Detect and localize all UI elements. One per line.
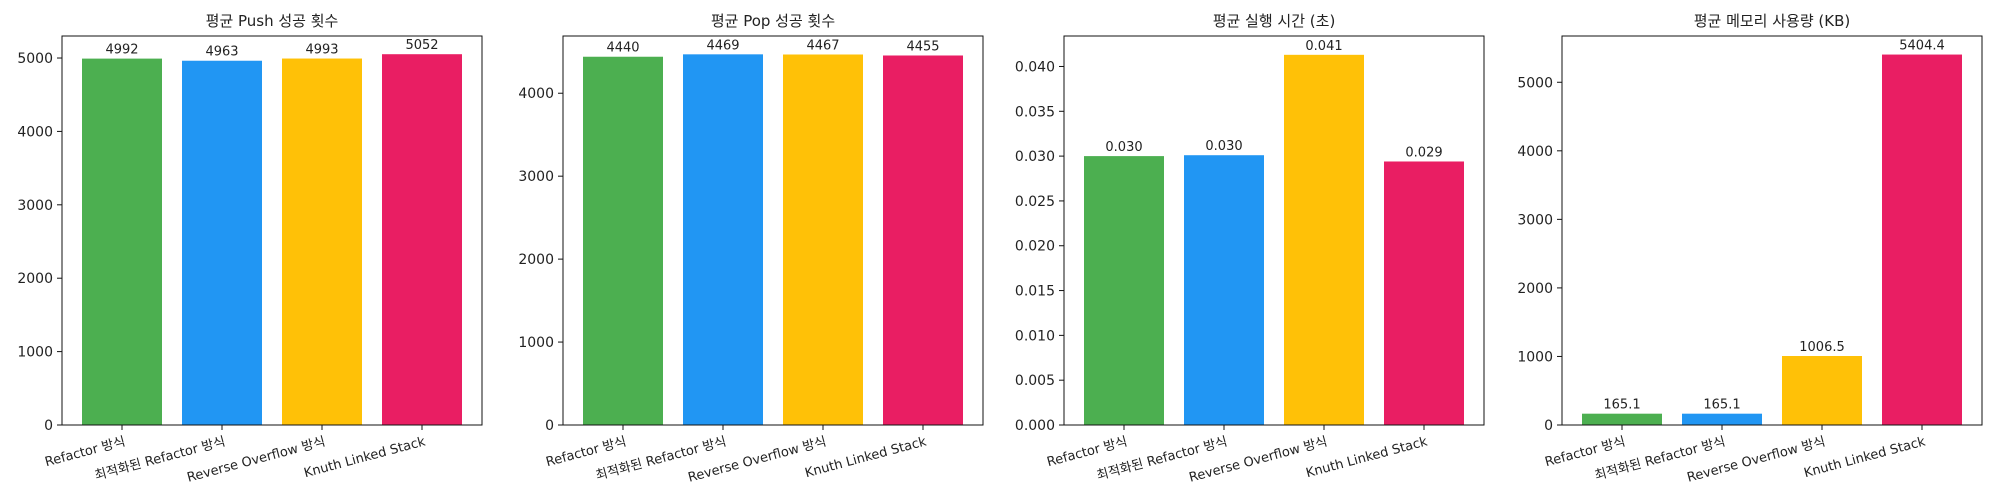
y-tick-label: 4000 xyxy=(17,124,53,140)
chart-title: 평균 Push 성공 횟수 xyxy=(206,12,339,30)
data-label: 5404.4 xyxy=(1899,39,1945,54)
y-tick-label: 1000 xyxy=(518,335,554,351)
bar xyxy=(1882,54,1962,426)
data-label: 5052 xyxy=(405,38,438,53)
bar xyxy=(182,60,262,425)
bar xyxy=(583,56,663,426)
y-tick-label: 0.015 xyxy=(1015,284,1055,300)
y-tick-label: 5000 xyxy=(1517,75,1553,91)
data-label: 1006.5 xyxy=(1799,340,1845,355)
y-tick-label: 5000 xyxy=(17,51,53,67)
y-tick-label: 0.040 xyxy=(1015,59,1055,75)
y-tick-label: 0.035 xyxy=(1015,104,1055,120)
axes-frame xyxy=(61,35,483,426)
bar xyxy=(1582,413,1662,425)
y-tick-label: 0.020 xyxy=(1015,239,1055,255)
bar xyxy=(1782,356,1862,425)
bar xyxy=(1084,156,1164,425)
axes-frame xyxy=(562,35,984,426)
data-label: 165.1 xyxy=(1603,398,1640,413)
y-tick-label: 0 xyxy=(545,418,554,434)
data-label: 4993 xyxy=(305,43,338,58)
bar xyxy=(883,55,963,426)
data-label: 0.030 xyxy=(1205,139,1242,154)
data-label: 4469 xyxy=(706,38,739,53)
bar xyxy=(1184,155,1264,426)
y-tick-label: 1000 xyxy=(1517,349,1553,365)
y-tick-label: 3000 xyxy=(518,169,554,185)
axes-frame xyxy=(1063,35,1485,426)
y-tick-label: 3000 xyxy=(1517,212,1553,228)
y-tick-label: 0.025 xyxy=(1015,194,1055,210)
data-label: 4455 xyxy=(906,39,939,54)
y-tick-label: 0 xyxy=(44,418,53,434)
bar xyxy=(282,58,362,425)
bar xyxy=(1284,54,1364,426)
y-tick-label: 2000 xyxy=(1517,281,1553,297)
bar xyxy=(382,54,462,425)
y-tick-label: 0.000 xyxy=(1015,418,1055,434)
bar xyxy=(82,58,162,425)
data-label: 0.029 xyxy=(1405,145,1442,160)
y-tick-label: 0.005 xyxy=(1015,373,1055,389)
data-label: 165.1 xyxy=(1703,398,1740,413)
y-tick-label: 4000 xyxy=(518,86,554,102)
data-label: 4992 xyxy=(105,43,138,58)
y-tick-label: 3000 xyxy=(17,198,53,214)
y-tick-label: 0 xyxy=(1544,418,1553,434)
data-label: 0.041 xyxy=(1305,39,1342,54)
data-label: 0.030 xyxy=(1105,140,1142,155)
y-tick-label: 4000 xyxy=(1517,144,1553,160)
y-tick-label: 0.030 xyxy=(1015,149,1055,165)
chart-title: 평균 Pop 성공 횟수 xyxy=(711,12,835,30)
data-label: 4440 xyxy=(606,41,639,56)
data-label: 4963 xyxy=(205,45,238,60)
axes-frame xyxy=(1561,35,1983,426)
y-tick-label: 1000 xyxy=(17,345,53,361)
bar xyxy=(783,54,863,426)
bar xyxy=(1682,413,1762,425)
bar xyxy=(683,54,763,426)
bar xyxy=(1384,161,1464,425)
y-tick-label: 2000 xyxy=(17,271,53,287)
y-tick-label: 0.010 xyxy=(1015,328,1055,344)
data-label: 4467 xyxy=(806,38,839,53)
y-tick-label: 2000 xyxy=(518,252,554,268)
chart-title: 평균 메모리 사용량 (KB) xyxy=(1694,12,1851,30)
chart-title: 평균 실행 시간 (초) xyxy=(1213,12,1336,30)
